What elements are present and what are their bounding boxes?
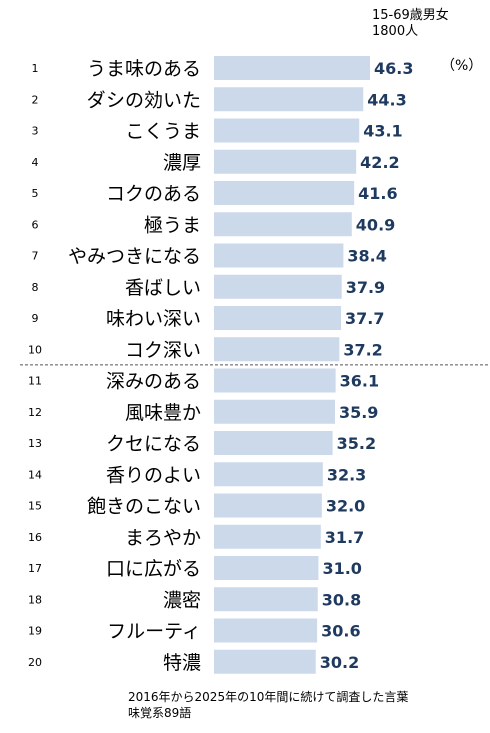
bar xyxy=(214,618,318,643)
footnote: 2016年から2025年の10年間に続けて調査した言葉 味覚系89語 xyxy=(128,689,408,721)
bar xyxy=(214,181,355,205)
category-label: こくうま xyxy=(125,121,201,143)
rank-label: 17 xyxy=(28,562,42,575)
sample-age-range: 15-69歳男女 xyxy=(372,8,449,23)
value-label: 37.2 xyxy=(343,340,382,359)
bar xyxy=(214,149,357,174)
category-label: 特濃 xyxy=(163,652,201,674)
bar xyxy=(214,493,322,518)
rank-label: 11 xyxy=(28,375,42,388)
bar xyxy=(214,337,340,362)
bar xyxy=(214,587,318,612)
bar xyxy=(214,431,333,455)
bar xyxy=(214,556,319,580)
value-label: 37.9 xyxy=(346,278,385,297)
category-label: 深みのある xyxy=(106,371,201,393)
value-label: 41.6 xyxy=(358,184,397,203)
value-label: 38.4 xyxy=(347,247,386,266)
rank-label: 8 xyxy=(32,281,39,294)
rank-label: 5 xyxy=(32,187,39,200)
rank-label: 12 xyxy=(28,406,42,419)
bar xyxy=(214,368,336,393)
bar xyxy=(214,118,360,143)
bar xyxy=(214,243,344,268)
category-label: 飽きのこない xyxy=(87,496,201,518)
value-label: 44.3 xyxy=(367,90,406,109)
category-label: クセになる xyxy=(106,433,201,455)
value-label: 36.1 xyxy=(340,372,379,391)
bar xyxy=(214,212,352,237)
rank-label: 4 xyxy=(32,156,39,169)
category-label: コク深い xyxy=(125,339,201,361)
category-label: 風味豊か xyxy=(125,402,201,424)
rank-label: 3 xyxy=(32,125,39,138)
rank-label: 16 xyxy=(28,531,42,544)
value-label: 32.0 xyxy=(326,497,365,516)
rank-label: 20 xyxy=(28,656,42,669)
bar xyxy=(214,274,342,299)
rank-label: 1 xyxy=(32,62,39,75)
bar xyxy=(214,306,342,330)
category-label: うま味のある xyxy=(87,58,201,80)
category-label: ダシの効いた xyxy=(87,89,201,111)
sample-header: 15-69歳男女 1800人 xyxy=(372,8,449,40)
rank-label: 7 xyxy=(32,250,39,263)
category-label: 口に広がる xyxy=(106,558,201,580)
unit-label: （%） xyxy=(441,58,483,74)
value-label: 35.9 xyxy=(339,403,378,422)
category-label: 味わい深い xyxy=(106,308,201,330)
bar xyxy=(214,649,316,674)
bar xyxy=(214,87,364,112)
category-label: 濃密 xyxy=(163,589,201,611)
value-label: 40.9 xyxy=(356,215,395,234)
bar xyxy=(214,399,335,424)
value-label: 43.1 xyxy=(363,122,402,141)
bar xyxy=(214,462,323,487)
category-label: 濃厚 xyxy=(163,152,201,174)
value-label: 35.2 xyxy=(337,434,376,453)
footnote-line-2: 味覚系89語 xyxy=(128,706,192,720)
category-label: フルーティ xyxy=(107,621,201,643)
value-label: 37.7 xyxy=(345,309,384,328)
value-label: 31.7 xyxy=(325,528,364,547)
value-label: 46.3 xyxy=(374,59,413,78)
value-label: 42.2 xyxy=(360,153,399,172)
rank-label: 14 xyxy=(28,468,42,481)
value-label: 30.2 xyxy=(320,653,359,672)
rank-label: 15 xyxy=(28,500,42,513)
rank-label: 18 xyxy=(28,593,42,606)
rank-label: 2 xyxy=(32,93,39,106)
rank-label: 6 xyxy=(32,218,39,231)
footnote-line-1: 2016年から2025年の10年間に続けて調査した言葉 xyxy=(128,690,409,704)
value-label: 31.0 xyxy=(322,559,361,578)
rank-label: 13 xyxy=(28,437,42,450)
category-label: 極うま xyxy=(144,214,201,236)
rank-label: 10 xyxy=(28,343,42,356)
category-label: 香ばしい xyxy=(125,277,201,299)
value-label: 30.6 xyxy=(321,622,360,641)
bar xyxy=(214,56,370,80)
rank-label: 19 xyxy=(28,625,42,638)
value-label: 30.8 xyxy=(322,590,361,609)
category-label: コクのある xyxy=(106,183,201,205)
category-label: まろやか xyxy=(125,527,201,549)
rank-label: 9 xyxy=(32,312,39,325)
value-label: 32.3 xyxy=(327,465,366,484)
category-label: 香りのよい xyxy=(106,464,201,486)
sample-size: 1800人 xyxy=(372,24,419,39)
category-label: やみつきになる xyxy=(68,246,201,268)
bar xyxy=(214,524,321,549)
